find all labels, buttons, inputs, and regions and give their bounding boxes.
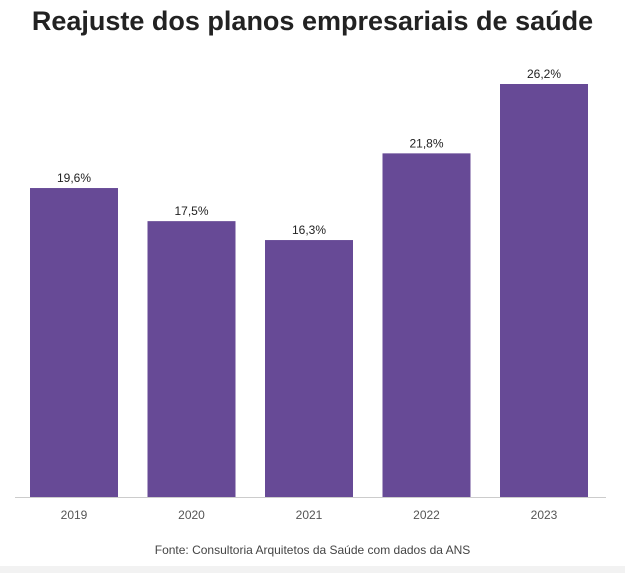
- tick-labels-group: 2019 2020 2021 2022 2023: [61, 508, 558, 522]
- bar-2020: [147, 221, 236, 497]
- bar-2022: [382, 153, 471, 498]
- data-label-2021: 16,3%: [292, 223, 326, 237]
- data-labels-group: 19,6% 17,5% 16,3% 21,8% 26,2%: [57, 67, 561, 237]
- data-label-2020: 17,5%: [174, 204, 208, 218]
- chart-title: Reajuste dos planos empresariais de saúd…: [31, 6, 594, 36]
- bottom-strip: [0, 566, 625, 573]
- tick-label-2023: 2023: [531, 508, 558, 522]
- source-note: Fonte: Consultoria Arquitetos da Saúde c…: [154, 543, 471, 557]
- tick-label-2021: 2021: [296, 508, 323, 522]
- bars-group: [30, 84, 588, 498]
- data-label-2023: 26,2%: [527, 67, 561, 81]
- data-label-2019: 19,6%: [57, 171, 91, 185]
- bar-2023: [500, 84, 588, 497]
- tick-label-2019: 2019: [61, 508, 88, 522]
- bar-2021: [265, 240, 353, 497]
- bar-2019: [30, 188, 118, 498]
- tick-label-2022: 2022: [413, 508, 440, 522]
- tick-label-2020: 2020: [178, 508, 205, 522]
- data-label-2022: 21,8%: [409, 136, 443, 150]
